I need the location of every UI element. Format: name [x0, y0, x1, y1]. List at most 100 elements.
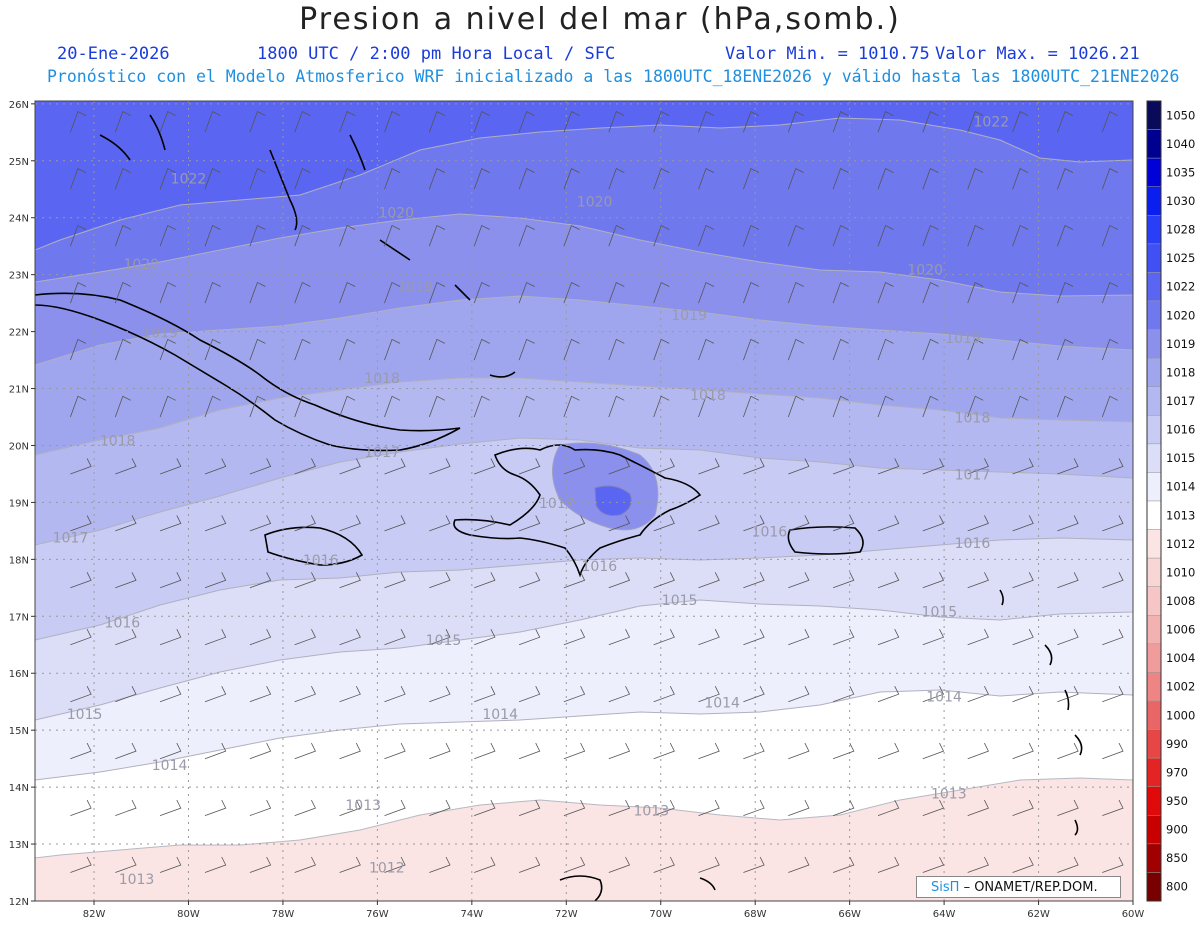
wind-barb	[832, 395, 849, 418]
wind-barb	[249, 572, 272, 589]
contour-label: 1014	[926, 690, 962, 706]
contour-label: 1020	[577, 194, 613, 210]
wind-barb	[967, 515, 989, 532]
colorbar-swatch	[1146, 786, 1162, 816]
contour-label: 1016	[105, 616, 141, 632]
wind-barb	[922, 629, 945, 646]
wind-barb	[653, 742, 675, 760]
colorbar-label: 1008	[1166, 594, 1195, 608]
wind-barb	[115, 856, 137, 873]
wind-barb	[877, 742, 900, 760]
wind-barb	[1012, 168, 1029, 190]
wind-barb	[159, 338, 176, 361]
wind-barb	[204, 395, 221, 418]
wind-barb	[249, 338, 266, 361]
wind-barb	[159, 572, 182, 589]
contour-label: 1013	[931, 787, 967, 803]
contour-label: 1016	[955, 536, 991, 552]
wind-barb	[922, 515, 945, 532]
wind-barb	[473, 168, 490, 190]
wind-barb	[384, 629, 406, 646]
lat-label: 24N	[9, 214, 29, 225]
wind-barb	[743, 168, 760, 190]
wind-barb	[115, 686, 137, 703]
wind-barb	[428, 168, 446, 190]
lon-label: 64W	[933, 909, 956, 920]
wind-barb	[743, 111, 760, 133]
wind-barb	[743, 281, 760, 304]
wind-barb	[922, 458, 945, 475]
contour-label: 1019	[671, 308, 707, 324]
wind-barb	[563, 168, 580, 190]
wind-barb	[339, 572, 361, 589]
wind-barb	[294, 799, 316, 816]
wind-barb	[159, 224, 176, 247]
wind-barb	[922, 686, 945, 703]
wind-barb	[967, 799, 989, 816]
contour-label: 1020	[907, 263, 943, 279]
wind-barb	[563, 338, 580, 361]
contour-label: 1015	[67, 707, 103, 723]
wind-barb	[1101, 338, 1118, 361]
wind-barb	[429, 799, 451, 816]
wind-barb	[653, 281, 670, 304]
wind-barb	[204, 515, 227, 532]
latitude-labels: 26N 25N 24N 23N 22N 21N 20N 19N 18N 17N 16N 15N 14N 1…	[9, 100, 35, 908]
lon-label: 68W	[744, 909, 767, 920]
wind-barb	[788, 572, 810, 589]
colorbar: 1050 1040 1035 1030 1028 1025 1022 1020 1019 1018…	[1146, 100, 1195, 902]
wind-barb	[294, 856, 316, 873]
wind-barb	[788, 458, 810, 475]
wind-barb	[294, 338, 311, 361]
wind-barb	[563, 458, 586, 475]
wind-barb	[877, 111, 894, 133]
contour-label: 1015	[922, 604, 958, 620]
wind-barb	[743, 629, 765, 646]
wind-barb	[429, 458, 451, 475]
wind-barb	[832, 281, 849, 304]
lat-label: 22N	[9, 328, 29, 339]
wind-barb	[474, 572, 496, 589]
colorbar-swatch	[1146, 729, 1162, 759]
wind-barb	[877, 686, 900, 703]
wind-barb	[653, 338, 670, 361]
wind-barb	[563, 856, 586, 873]
lat-label: 23N	[9, 271, 29, 282]
wind-barb	[249, 515, 272, 532]
lat-label: 17N	[9, 612, 29, 623]
wind-barb	[653, 799, 675, 816]
wind-barb	[429, 742, 451, 760]
colorbar-swatch	[1146, 415, 1162, 445]
wind-barb	[204, 338, 221, 361]
wind-barb	[1057, 168, 1074, 190]
wind-barb	[249, 111, 266, 133]
wind-barb	[608, 515, 631, 532]
colorbar-swatch	[1146, 386, 1162, 416]
wind-barb	[339, 281, 356, 304]
wind-barb	[204, 629, 227, 646]
model-info: Pronóstico con el Modelo Atmosferico WRF…	[47, 67, 1180, 86]
wind-barb	[877, 395, 894, 418]
wind-barb	[159, 111, 176, 133]
wind-barb	[922, 168, 939, 190]
wind-barb	[428, 338, 446, 361]
wind-barb	[159, 742, 182, 760]
wind-barb	[1102, 742, 1124, 760]
contour-label: 1018	[690, 388, 726, 404]
wind-barb	[608, 629, 631, 646]
contour-label: 1020	[378, 206, 414, 222]
colorbar-swatch	[1146, 300, 1162, 330]
wind-barb	[474, 856, 496, 873]
lon-label: 62W	[1027, 909, 1050, 920]
wind-barb	[249, 281, 266, 304]
wind-barb	[339, 686, 361, 703]
colorbar-label: 1014	[1166, 480, 1195, 494]
colorbar-label: 1013	[1166, 508, 1195, 522]
wind-barb	[877, 629, 900, 646]
lat-label: 13N	[9, 840, 29, 851]
lon-label: 66W	[838, 909, 861, 920]
colorbar-swatch	[1146, 643, 1162, 673]
lon-label: 72W	[555, 909, 578, 920]
wind-barb	[967, 856, 989, 873]
wind-barb	[743, 395, 760, 418]
